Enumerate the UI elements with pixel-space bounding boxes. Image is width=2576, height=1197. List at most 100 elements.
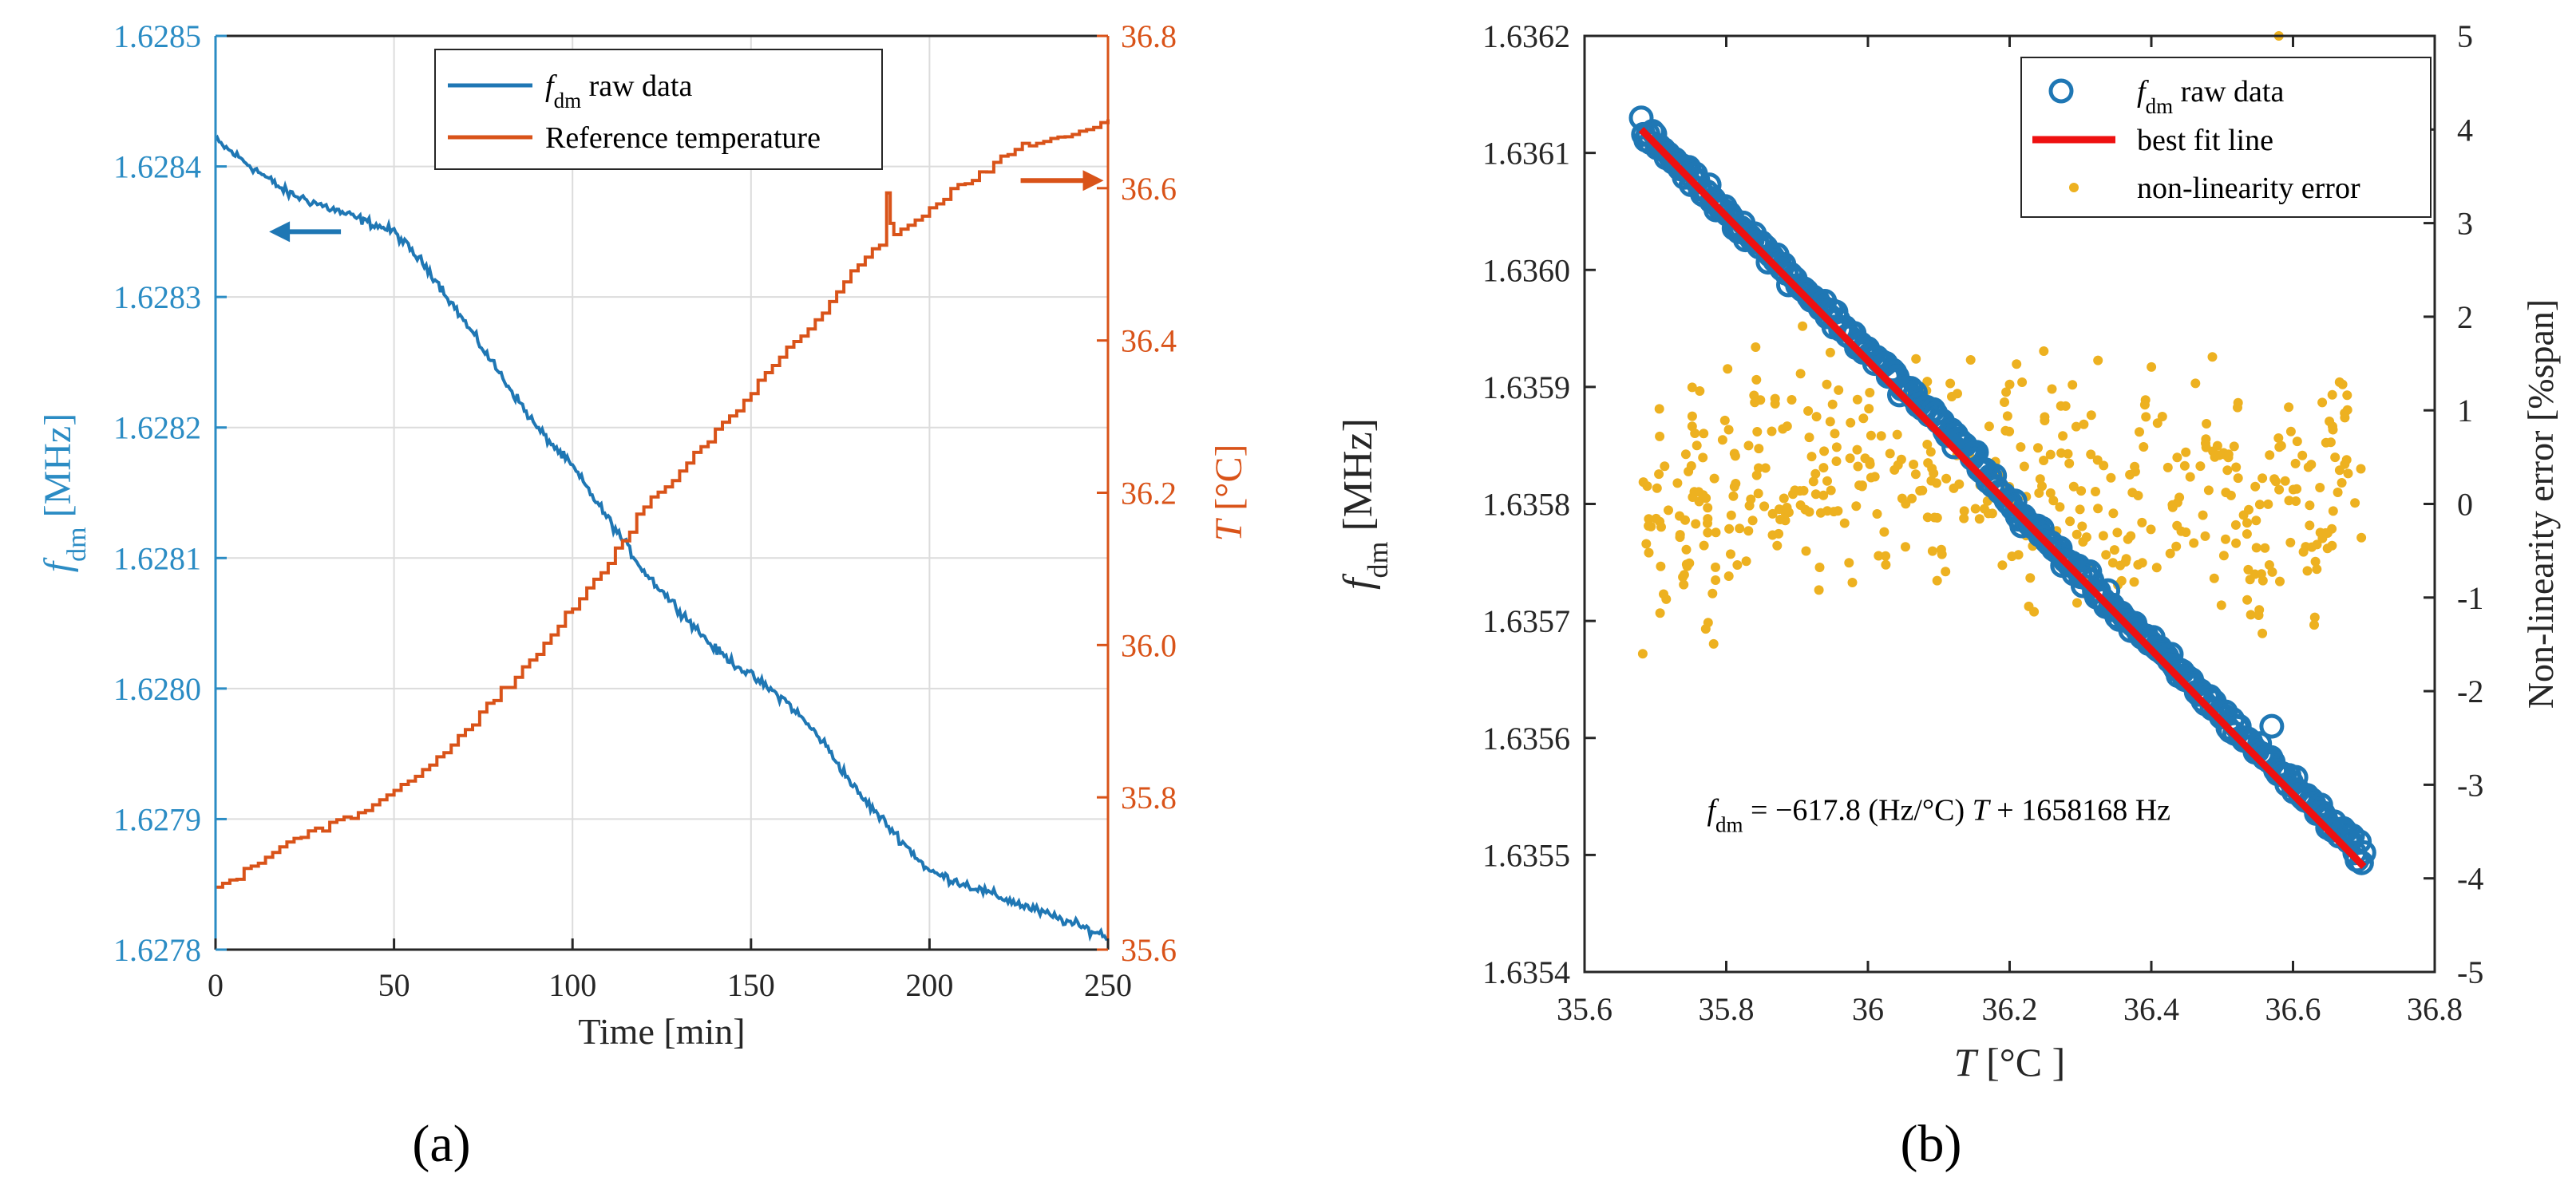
nonlinearity-dot [2093, 355, 2103, 365]
nonlinearity-dot [1814, 585, 1824, 595]
series-fdm-circles [1628, 105, 2376, 875]
nonlinearity-dot [1857, 481, 1867, 492]
nonlinearity-dot [2076, 486, 2087, 496]
label-subscript: dm [62, 527, 92, 561]
nonlinearity-dot [1751, 342, 1761, 352]
nonlinearity-dot [2327, 389, 2337, 400]
legend-subscript: dm [2146, 94, 2174, 118]
nonlinearity-dot [2071, 421, 2081, 432]
y-right-tick-label: -4 [2457, 861, 2483, 897]
nonlinearity-dot [2309, 620, 2319, 630]
nonlinearity-dot [2174, 492, 2185, 503]
nonlinearity-dot [1731, 479, 1741, 488]
y-right-tick-label: -3 [2457, 767, 2483, 803]
nonlinearity-dot [2012, 359, 2022, 369]
nonlinearity-dot [2243, 564, 2254, 575]
y-left-tick-label: 1.6362 [1482, 18, 1570, 54]
nonlinearity-dot [2125, 469, 2135, 480]
nonlinearity-dot [2190, 378, 2201, 389]
nonlinearity-dot [1752, 427, 1763, 437]
nonlinearity-dot [2310, 556, 2321, 567]
y-right-tick-label: 36.8 [1121, 18, 1177, 54]
nonlinearity-dot [2309, 612, 2320, 622]
nonlinearity-dot [2242, 518, 2252, 528]
nonlinearity-dot [1822, 379, 1832, 389]
nonlinearity-dot [1831, 456, 1842, 466]
nonlinearity-dot [2039, 346, 2049, 356]
nonlinearity-dot [2129, 577, 2139, 587]
nonlinearity-dot [1798, 485, 1809, 496]
arrow-right-head [1082, 170, 1104, 192]
nonlinearity-dot [2017, 377, 2028, 387]
nonlinearity-dot [2342, 390, 2352, 401]
y-left-tick-label: 1.6285 [113, 18, 201, 54]
label-symbol: T [1954, 1040, 1979, 1084]
x-tick-label: 36.2 [1982, 991, 2038, 1027]
nonlinearity-dot [2121, 554, 2131, 564]
nonlinearity-dot [1892, 429, 1902, 440]
nonlinearity-dot [2048, 496, 2059, 506]
nonlinearity-dot [2107, 558, 2118, 568]
legend-label-fit: best fit line [2137, 124, 2273, 157]
x-tick-label: 35.6 [1557, 991, 1612, 1027]
nonlinearity-dot [1822, 476, 1832, 486]
nonlinearity-dot [1932, 575, 1942, 586]
nonlinearity-dot [2071, 529, 2082, 539]
y-left-tick-label: 1.6278 [113, 932, 201, 968]
nonlinearity-dot [2002, 411, 2012, 421]
nonlinearity-dot [1909, 460, 1919, 469]
nonlinearity-dot [2340, 459, 2350, 469]
nonlinearity-dot [2207, 352, 2218, 362]
nonlinearity-dot [2171, 541, 2182, 551]
nonlinearity-dot [1675, 532, 1685, 543]
nonlinearity-dot [2270, 476, 2281, 487]
nonlinearity-dot [2251, 543, 2261, 553]
nonlinearity-dot [2093, 504, 2103, 514]
nonlinearity-dot [2079, 419, 2089, 429]
nonlinearity-dot [1661, 594, 1672, 604]
legend-label-fdm: fdm raw data [2137, 75, 2284, 118]
nonlinearity-dot [2077, 521, 2087, 531]
nonlinearity-dot [1732, 560, 1743, 570]
y-right-tick-label: 1 [2457, 393, 2473, 429]
nonlinearity-dot [1656, 522, 1666, 532]
nonlinearity-dot [1751, 470, 1762, 480]
nonlinearity-dot [2350, 498, 2360, 508]
y-left-axis-label: fdm [MHz] [1335, 418, 1394, 590]
nonlinearity-dot [2328, 506, 2338, 516]
nonlinearity-dot [2251, 516, 2261, 526]
nonlinearity-dot [1941, 473, 1952, 484]
nonlinearity-dot [1750, 397, 1760, 408]
nonlinearity-dot [1775, 515, 1786, 524]
nonlinearity-dot [2315, 527, 2325, 538]
nonlinearity-dot [2068, 481, 2079, 492]
nonlinearity-dot [1767, 530, 1778, 540]
y-left-tick-label: 1.6357 [1482, 603, 1570, 639]
nonlinearity-dot [1847, 578, 1858, 587]
nonlinearity-dot [1795, 500, 1806, 510]
y-right-tick-label: 35.8 [1121, 780, 1177, 816]
nonlinearity-dot [2000, 425, 2011, 436]
nonlinearity-dot [2246, 610, 2256, 620]
nonlinearity-dot [2333, 488, 2343, 497]
x-tick-label: 36 [1852, 991, 1884, 1027]
nonlinearity-dot [1681, 544, 1692, 555]
nonlinearity-dot [1703, 527, 1713, 538]
nonlinearity-dot [1876, 431, 1886, 441]
nonlinearity-dot [2189, 538, 2199, 548]
nonlinearity-dot [1929, 512, 1940, 523]
nonlinearity-dot [1844, 558, 1854, 568]
nonlinearity-dot [2075, 504, 2085, 515]
nonlinearity-dot [2172, 452, 2182, 463]
nonlinearity-dot [2216, 600, 2226, 610]
nonlinearity-dot [1719, 415, 1730, 425]
nonlinearity-dot [2257, 473, 2268, 484]
nonlinearity-dot [2280, 476, 2290, 486]
nonlinearity-dot [2325, 437, 2336, 448]
nonlinearity-dot [2034, 488, 2044, 498]
nonlinearity-dot [2068, 380, 2078, 390]
nonlinearity-dot [2045, 488, 2056, 498]
nonlinearity-dot [1782, 503, 1792, 512]
nonlinearity-dot [2029, 606, 2040, 617]
legend-label-temperature: Reference temperature [545, 121, 821, 155]
